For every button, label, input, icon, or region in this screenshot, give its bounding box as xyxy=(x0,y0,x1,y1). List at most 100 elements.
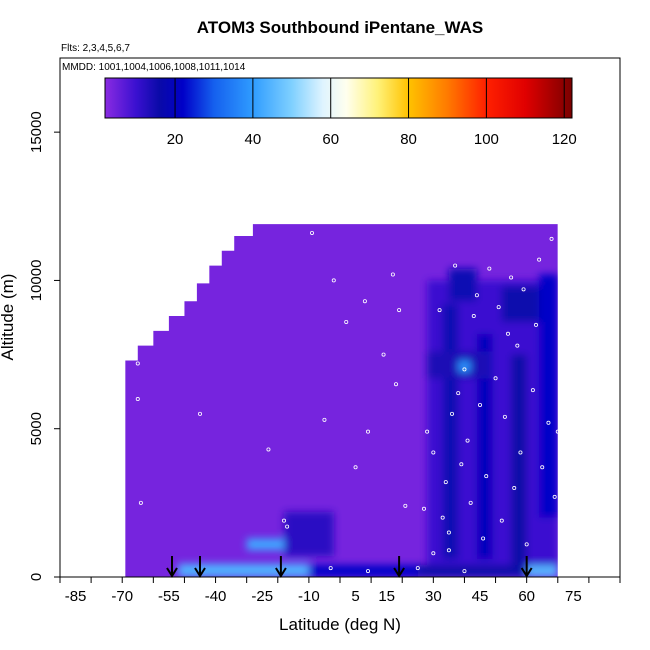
x-tick-label: -55 xyxy=(158,588,180,605)
sample-point xyxy=(496,305,501,310)
heatmap-cell xyxy=(511,354,527,577)
sample-point xyxy=(331,278,336,283)
flights-subtitle: Flts: 2,3,4,5,6,7 xyxy=(61,43,130,54)
y-tick-label: 5000 xyxy=(28,412,45,445)
x-tick-label: -70 xyxy=(111,588,133,605)
sample-point xyxy=(509,275,514,280)
flight-arrow-head xyxy=(520,567,533,578)
flight-arrow-head xyxy=(275,567,287,578)
sample-point xyxy=(431,450,436,455)
heatmap-cell xyxy=(442,304,459,560)
x-tick-label: -25 xyxy=(251,588,273,605)
sample-point xyxy=(530,388,535,393)
x-tick-label: 15 xyxy=(378,588,395,605)
sample-point xyxy=(456,391,461,396)
x-tick-label: 45 xyxy=(472,588,489,605)
sample-point xyxy=(505,331,510,336)
colorbar-tick-label: 40 xyxy=(245,131,262,148)
sample-point xyxy=(534,322,539,327)
chart-title: ATOM3 Southbound iPentane_WAS xyxy=(197,18,484,37)
y-tick-label: 0 xyxy=(28,573,45,581)
sample-point xyxy=(365,569,370,574)
sample-point xyxy=(462,367,467,372)
heatmap-cell xyxy=(284,511,334,557)
x-tick-label: -85 xyxy=(65,588,87,605)
sample-point xyxy=(415,566,420,571)
sample-point xyxy=(499,518,504,523)
sample-point xyxy=(281,518,286,523)
y-axis-label: Altitude (m) xyxy=(0,274,17,361)
sample-point xyxy=(518,450,523,455)
sample-point xyxy=(546,420,551,425)
sample-point xyxy=(344,319,349,324)
y-axis: 0 5000 10000 15000 xyxy=(28,111,60,581)
sample-point xyxy=(540,465,545,470)
sample-point xyxy=(309,230,314,235)
sample-point xyxy=(453,263,458,268)
sample-point xyxy=(362,299,367,304)
sample-point xyxy=(471,314,476,319)
colorbar-tick-label: 20 xyxy=(167,131,184,148)
x-tick-label: 30 xyxy=(425,588,442,605)
dates-subtitle: MMDD: 1001,1004,1006,1008,1011,1014 xyxy=(62,62,246,73)
sample-point xyxy=(462,569,467,574)
flight-arrow-head xyxy=(194,567,206,578)
sample-point xyxy=(552,494,557,499)
sample-point xyxy=(558,557,563,562)
sample-point xyxy=(521,287,526,292)
x-axis-label: Latitude (deg N) xyxy=(279,615,401,634)
colorbar-ticks: 20 40 60 80 100 120 xyxy=(167,78,577,148)
sample-point xyxy=(558,527,563,532)
sample-point xyxy=(449,411,454,416)
heatmap-field xyxy=(125,224,558,577)
sample-point xyxy=(515,343,520,348)
sample-point xyxy=(135,361,140,366)
x-axis: -85 -70 -55 -40 -25 -10 5 15 30 45 60 75 xyxy=(59,577,621,605)
sample-point xyxy=(381,352,386,357)
heatmap-cell xyxy=(501,286,540,322)
sample-point xyxy=(138,500,143,505)
x-tick-label: -10 xyxy=(298,588,320,605)
sample-point xyxy=(446,548,451,553)
sample-point xyxy=(524,542,529,547)
sample-point xyxy=(459,462,464,467)
heatmap-cell xyxy=(308,565,418,577)
heatmap-cell xyxy=(526,565,558,577)
sample-point xyxy=(440,515,445,520)
sample-point xyxy=(512,486,517,491)
sample-point xyxy=(484,474,489,479)
x-tick-label: 5 xyxy=(351,588,359,605)
sample-point xyxy=(468,500,473,505)
sample-point xyxy=(322,417,327,422)
sample-point xyxy=(502,414,507,419)
sample-point xyxy=(390,272,395,277)
sample-points xyxy=(135,230,563,574)
heatmap-cell xyxy=(448,268,477,302)
flight-arrow-head xyxy=(393,567,405,578)
sample-point xyxy=(549,236,554,241)
sample-point xyxy=(397,308,402,313)
sample-point xyxy=(425,429,430,434)
heatmap-cell xyxy=(539,274,558,518)
x-tick-label: 60 xyxy=(518,588,535,605)
sample-point xyxy=(443,480,448,485)
sample-point xyxy=(487,266,492,271)
x-tick-label: 75 xyxy=(565,588,582,605)
colorbar-tick-label: 60 xyxy=(322,131,339,148)
colorbar-tick-label: 80 xyxy=(400,131,417,148)
sample-point xyxy=(437,308,442,313)
heatmap-cell xyxy=(476,333,493,560)
flight-arrow-head xyxy=(166,567,178,578)
colorbar-gradient xyxy=(104,77,573,119)
sample-point xyxy=(431,551,436,556)
sample-point xyxy=(421,506,426,511)
sample-point xyxy=(537,257,542,262)
x-tick-label: -40 xyxy=(205,588,227,605)
sample-point xyxy=(393,382,398,387)
sample-point xyxy=(403,503,408,508)
heatmap-cell xyxy=(458,360,471,373)
heatmap-cell xyxy=(246,538,284,551)
flight-arrows xyxy=(166,556,533,578)
heatmap-cell xyxy=(178,563,309,577)
